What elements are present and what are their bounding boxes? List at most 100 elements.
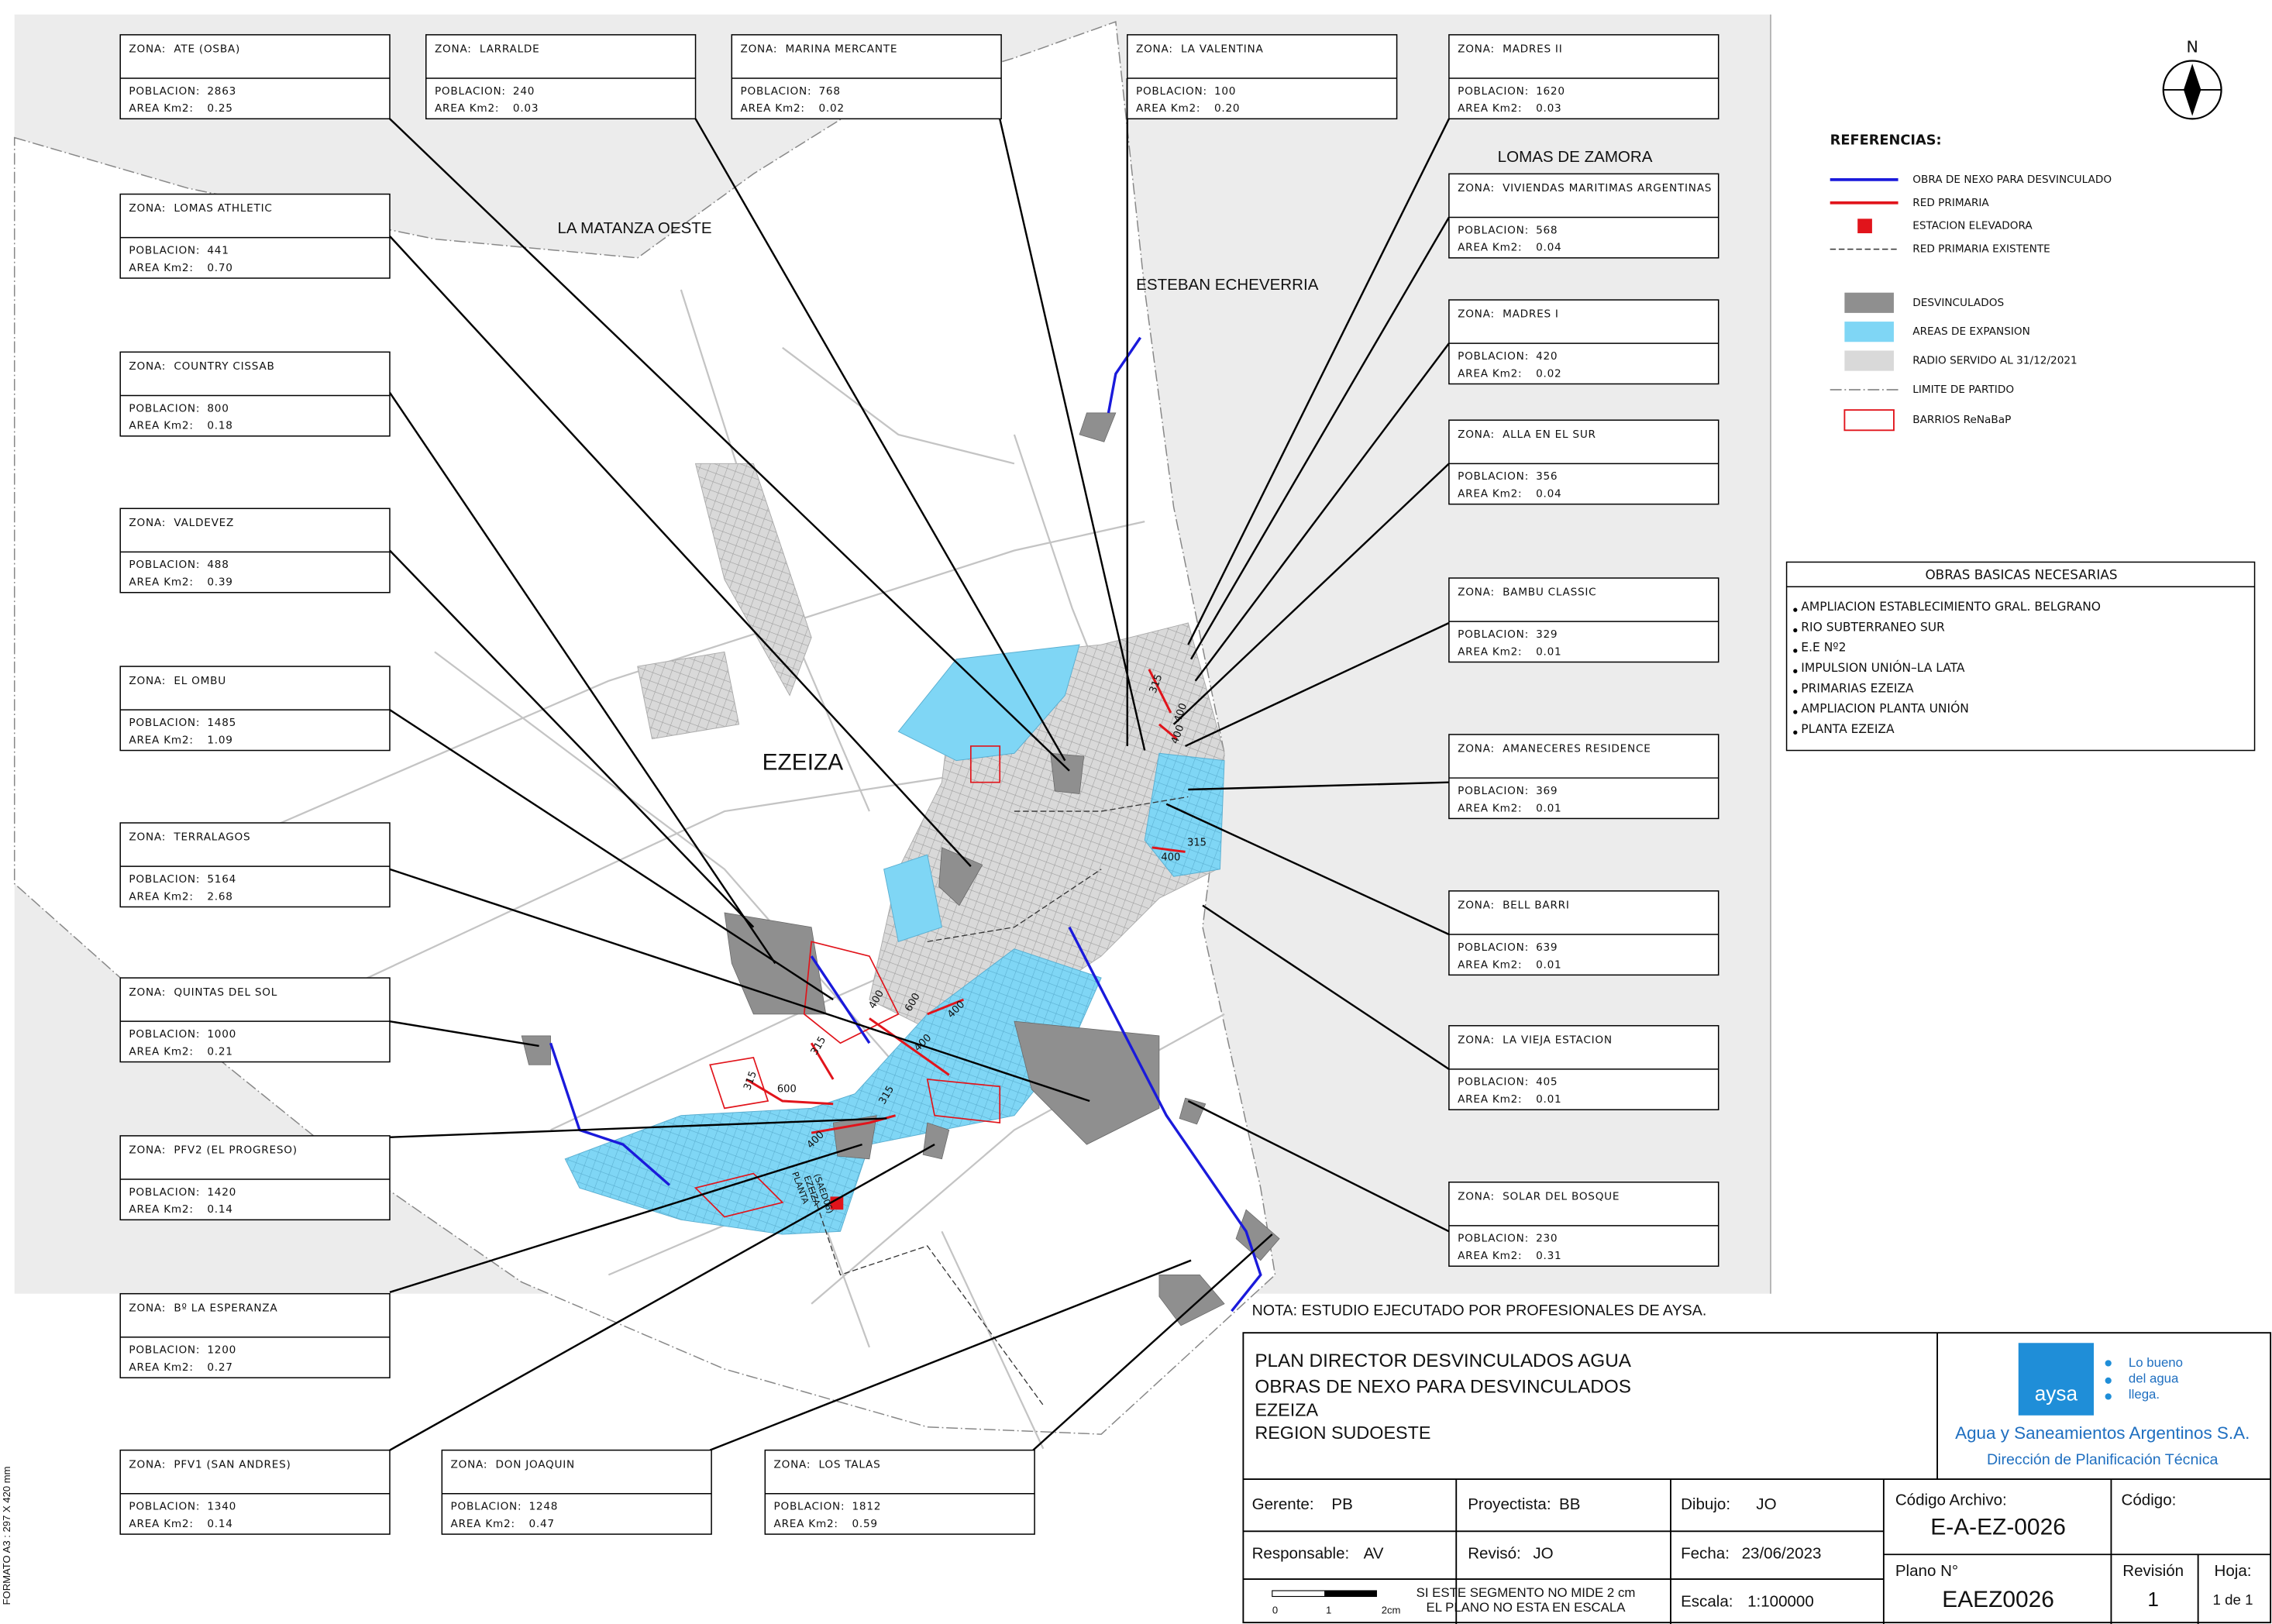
zone-box: [119, 1135, 391, 1221]
zone-leader: [1190, 216, 1450, 660]
road: [173, 521, 1145, 870]
bullet: [1793, 607, 1798, 612]
renabap-barrio: [926, 1079, 1001, 1124]
red-primary: [1158, 723, 1178, 740]
population-value: 768: [818, 85, 840, 98]
zone-leader: [1187, 1099, 1450, 1233]
scale-bar-fill: [1324, 1590, 1377, 1597]
legend-item: AREAS DE EXPANSION: [1912, 325, 2030, 338]
population-value: 240: [513, 85, 535, 98]
population-label: POBLACION:: [129, 244, 200, 256]
cell-label: Plano N°: [1895, 1562, 1958, 1580]
population-value: 356: [1536, 470, 1558, 483]
population-label: POBLACION:: [1458, 350, 1529, 363]
population-value: 1485: [207, 717, 236, 729]
population-label: POBLACION:: [435, 85, 506, 98]
area-label: AREA Km2:: [1458, 1093, 1522, 1106]
zone-box: [119, 822, 391, 908]
zone-leader: [389, 1144, 935, 1451]
scale-note: EL PLANO NO ESTA EN ESCALA: [1427, 1600, 1627, 1615]
zone-label: ZONA:: [774, 1458, 811, 1471]
area-value: 0.20: [1214, 102, 1240, 115]
population-value: 639: [1536, 941, 1558, 954]
area-value: 0.01: [1536, 1093, 1561, 1106]
place-label: ESTEBAN ECHEVERRIA: [1136, 276, 1319, 294]
cell-label: Responsable:: [1252, 1545, 1350, 1563]
desvinculado-area: [1158, 1275, 1225, 1326]
population-label: POBLACION:: [1136, 85, 1207, 98]
served-area: [694, 463, 812, 697]
zone-label: ZONA:: [129, 1144, 166, 1157]
zone-leader: [389, 1117, 887, 1138]
zone-name: AMANECERES RESIDENCE: [1503, 743, 1651, 755]
desvinculado-area: [1050, 752, 1085, 795]
legend-symbol: [1844, 292, 1894, 313]
red-primary: [810, 1042, 835, 1080]
scale-note: SI ESTE SEGMENTO NO MIDE 2 cm: [1417, 1585, 1636, 1600]
population-value: 568: [1536, 224, 1558, 236]
desvinculado-area: [1235, 1209, 1280, 1261]
cell-label: Gerente:: [1252, 1495, 1314, 1513]
bullet: [1793, 730, 1798, 735]
zone-label: ZONA:: [129, 517, 166, 529]
zone-name: EL OMBU: [174, 675, 226, 687]
logo-drop: [2105, 1360, 2112, 1367]
zone-box: [1448, 173, 1719, 259]
population-label: POBLACION:: [1458, 1076, 1529, 1089]
zone-name: DON JOAQUIN: [496, 1458, 575, 1471]
population-label: POBLACION:: [774, 1501, 845, 1513]
existing-primary: [811, 1187, 1044, 1406]
area-label: AREA Km2:: [1458, 645, 1522, 658]
area-value: 0.70: [207, 262, 232, 274]
obras-item: E.E Nº2: [1801, 641, 1846, 655]
population-value: 1340: [207, 1501, 236, 1513]
road: [782, 346, 1015, 465]
existing-primary: [927, 869, 1102, 942]
desvinculado-area: [922, 1122, 950, 1160]
zone-name: LA VALENTINA: [1181, 43, 1264, 56]
population-value: 441: [207, 244, 229, 256]
zone-name: MARINA MERCANTE: [785, 43, 897, 56]
population-label: POBLACION:: [129, 717, 200, 729]
zone-label: ZONA:: [1458, 308, 1495, 321]
legend-title: REFERENCIAS:: [1830, 132, 1942, 148]
area-value: 0.25: [207, 102, 232, 115]
zone-name: BELL BARRI: [1503, 900, 1570, 912]
zone-label: ZONA:: [1458, 1034, 1495, 1046]
legend-item: LIMITE DE PARTIDO: [1912, 384, 2014, 396]
legend-item: ESTACION ELEVADORA: [1912, 220, 2033, 232]
obras-title: OBRAS BASICAS NECESARIAS: [1925, 566, 2117, 582]
population-value: 230: [1536, 1233, 1558, 1245]
zone-leader: [999, 119, 1146, 751]
renabap-barrio: [969, 745, 1001, 783]
cell-value: AV: [1364, 1545, 1384, 1563]
nexo-link: [1068, 926, 1262, 1313]
zone-box: [1448, 1181, 1719, 1267]
pipe-diameter-label: 600: [777, 1084, 797, 1096]
road: [941, 1230, 1045, 1450]
obras-item: RIO SUBTERRANEO SUR: [1801, 620, 1945, 634]
place-label: LA MATANZA OESTE: [557, 219, 711, 237]
zone-leader: [1202, 904, 1450, 1070]
population-value: 1200: [207, 1344, 236, 1357]
zone-box: [119, 1292, 391, 1378]
population-value: 1812: [852, 1501, 882, 1513]
renabap-barrio: [694, 1172, 784, 1218]
existing-primary: [1014, 796, 1189, 812]
zone-name: MADRES I: [1503, 308, 1559, 321]
area-value: 0.01: [1536, 958, 1561, 971]
area-value: 0.01: [1536, 802, 1561, 814]
zone-box: [425, 34, 697, 120]
population-value: 1620: [1536, 85, 1565, 98]
area-label: AREA Km2:: [741, 102, 805, 115]
area-label: AREA Km2:: [129, 1203, 193, 1216]
legend-symbol: [1843, 409, 1895, 432]
zone-name: LOMAS ATHLETIC: [174, 202, 272, 215]
title-block: [1242, 1332, 2272, 1624]
zone-label: ZONA:: [1136, 43, 1173, 56]
expansion-area: [883, 854, 942, 942]
zone-label: ZONA:: [435, 43, 472, 56]
zone-label: ZONA:: [129, 202, 166, 215]
pipe-diameter-label: 315: [1187, 838, 1207, 849]
